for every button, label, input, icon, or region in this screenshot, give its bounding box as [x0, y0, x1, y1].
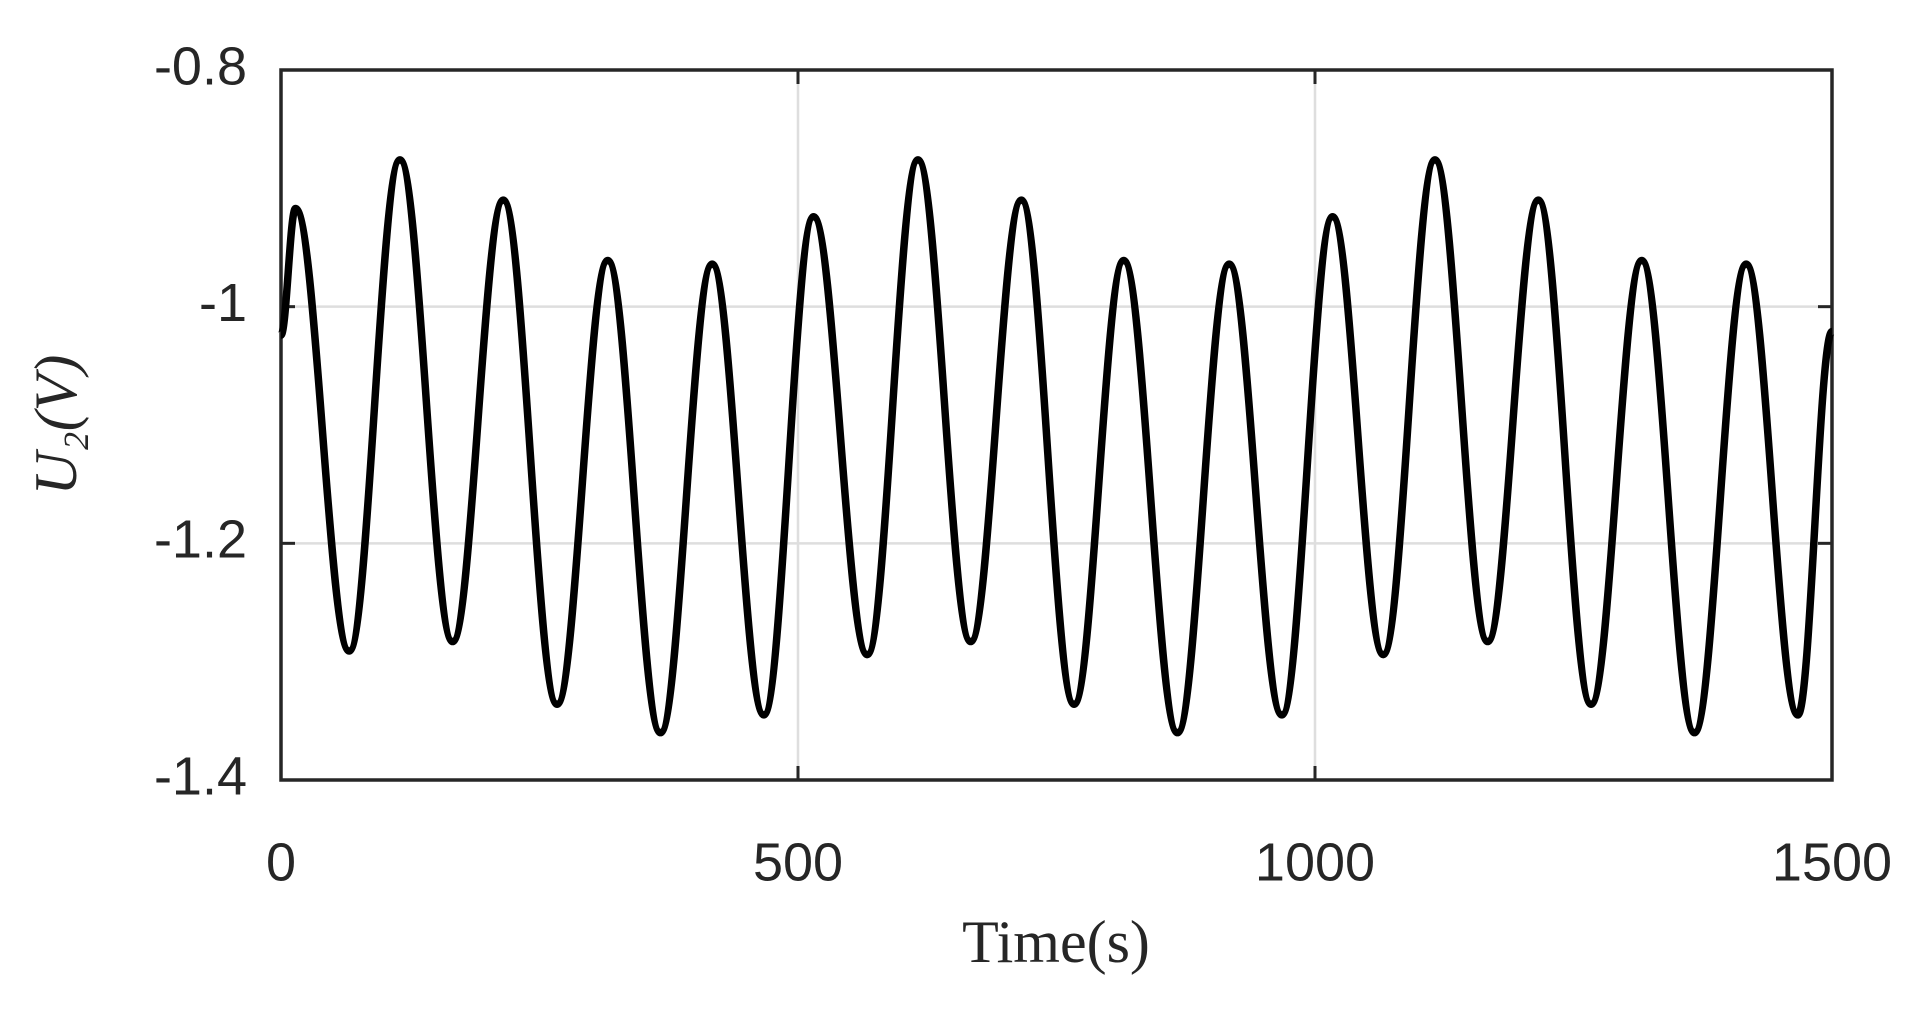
- x-tick-label: 1000: [1255, 832, 1375, 892]
- y-tick-label: -1: [199, 273, 247, 333]
- plot-frame: [279, 68, 1834, 782]
- y-tick-label: -1.2: [154, 510, 247, 570]
- data-line: [277, 156, 1836, 737]
- x-tick-label: 500: [753, 832, 843, 892]
- y-tick-label: -0.8: [154, 36, 247, 96]
- x-tick-label: 1500: [1772, 832, 1892, 892]
- x-axis-label: Time(s): [962, 909, 1150, 975]
- y-tick-label: -1.4: [154, 746, 247, 806]
- x-tick-label: 0: [266, 832, 296, 892]
- y-axis-label: U₂(V): [23, 355, 89, 496]
